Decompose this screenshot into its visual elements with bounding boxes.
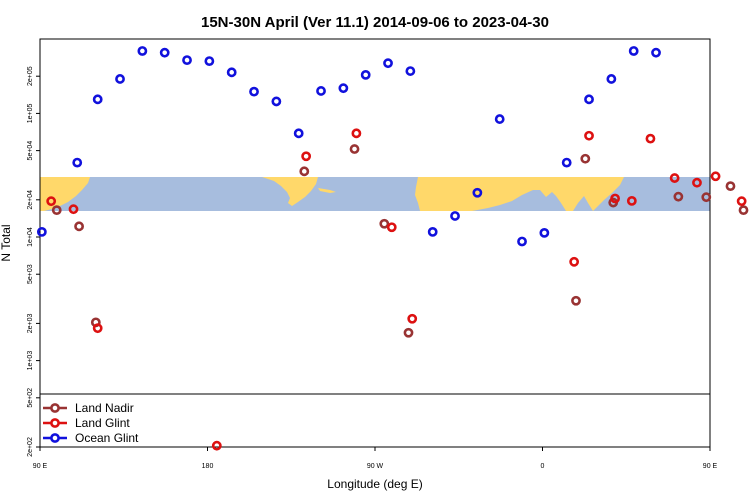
land-nadir-point bbox=[701, 192, 712, 203]
ocean-glint-point bbox=[405, 66, 416, 76]
map-land-asia-west bbox=[40, 177, 90, 211]
land-glint-point bbox=[46, 196, 57, 207]
map-land-mexico bbox=[262, 177, 318, 206]
y-tick-label: 5e+02 bbox=[27, 388, 34, 408]
land-nadir-point bbox=[571, 295, 581, 306]
ocean-glint-point bbox=[338, 83, 349, 94]
ocean-glint-point bbox=[159, 47, 170, 58]
ocean-glint-point bbox=[226, 67, 237, 78]
legend-label: Land Glint bbox=[75, 416, 130, 430]
land-glint-point bbox=[92, 323, 103, 334]
legend-entry-land-glint: Land Glint bbox=[43, 416, 130, 430]
x-tick-label: 180 bbox=[202, 463, 214, 470]
map-land-africa-asia bbox=[415, 177, 624, 211]
land-glint-point bbox=[301, 151, 312, 162]
land-glint-point bbox=[710, 171, 721, 182]
y-tick-label: 5e+04 bbox=[27, 141, 34, 161]
land-glint-point bbox=[68, 204, 79, 215]
world-map-strip bbox=[40, 177, 710, 211]
land-glint-point bbox=[351, 128, 362, 139]
y-tick-label: 5e+03 bbox=[27, 264, 34, 284]
land-glint-point bbox=[692, 177, 702, 188]
ocean-glint-point bbox=[316, 86, 326, 96]
legend-marker bbox=[50, 433, 60, 443]
legend-label: Land Nadir bbox=[75, 401, 134, 415]
plot-area bbox=[39, 38, 711, 448]
land-nadir-point bbox=[74, 221, 84, 232]
y-axis-label: N Total bbox=[0, 224, 13, 261]
series-land-glint bbox=[46, 128, 747, 451]
land-glint-point bbox=[626, 195, 637, 206]
land-glint-point bbox=[407, 313, 418, 324]
y-tick-label: 2e+02 bbox=[27, 437, 34, 457]
legend-marker bbox=[50, 418, 60, 428]
y-tick-label: 1e+05 bbox=[27, 103, 34, 123]
land-glint-point bbox=[645, 133, 656, 144]
ocean-glint-point bbox=[606, 74, 617, 84]
y-tick-label: 2e+03 bbox=[27, 313, 34, 333]
chart-title: 15N-30N April (Ver 11.1) 2014-09-06 to 2… bbox=[201, 14, 549, 31]
plot-background bbox=[40, 39, 710, 447]
ocean-glint-point bbox=[539, 227, 550, 238]
x-tick-label: 90 E bbox=[703, 463, 718, 470]
ocean-glint-point bbox=[450, 211, 460, 221]
x-axis-label: Longitude (deg E) bbox=[327, 477, 422, 491]
land-nadir-point bbox=[725, 181, 736, 192]
ocean-glint-point bbox=[92, 94, 103, 105]
x-tick-label: 0 bbox=[541, 463, 545, 470]
ocean-glint-point bbox=[517, 236, 527, 247]
land-nadir-point bbox=[379, 218, 390, 229]
y-tick-label: 2e+05 bbox=[27, 66, 34, 86]
ocean-glint-point bbox=[584, 94, 594, 105]
ocean-glint-point bbox=[72, 157, 83, 168]
ocean-glint-point bbox=[249, 86, 259, 97]
ocean-glint-point bbox=[271, 96, 282, 107]
legend-entry-land-nadir: Land Nadir bbox=[43, 401, 134, 415]
land-nadir-point bbox=[403, 327, 414, 338]
y-axis: 2e+02 5e+02 1e+03 2e+03 5e+03 1e+04 2e+04 5e+04… bbox=[27, 66, 40, 457]
land-glint-point bbox=[736, 196, 747, 207]
ocean-glint-point bbox=[360, 69, 371, 80]
ocean-glint-point bbox=[651, 47, 661, 58]
ocean-glint-point bbox=[182, 55, 192, 65]
land-glint-point bbox=[584, 130, 594, 141]
land-nadir-point bbox=[299, 166, 310, 177]
land-glint-point bbox=[569, 256, 580, 267]
data-points bbox=[36, 46, 749, 451]
legend-marker bbox=[50, 403, 60, 413]
ocean-glint-point bbox=[293, 128, 304, 139]
land-glint-point bbox=[211, 440, 222, 451]
ocean-glint-point bbox=[137, 46, 148, 56]
y-tick-label: 1e+03 bbox=[27, 351, 34, 371]
ocean-glint-point bbox=[561, 157, 572, 168]
land-nadir-point bbox=[51, 205, 62, 216]
y-tick-label: 2e+04 bbox=[27, 190, 34, 210]
land-glint-point bbox=[610, 193, 620, 204]
land-nadir-point bbox=[349, 144, 360, 154]
land-glint-point bbox=[386, 222, 397, 233]
ocean-glint-point bbox=[204, 56, 215, 67]
ocean-glint-point bbox=[494, 114, 505, 124]
ocean-glint-point bbox=[383, 58, 393, 69]
ocean-glint-point bbox=[36, 226, 47, 237]
map-land-cuba bbox=[318, 188, 336, 193]
y-tick-label: 1e+04 bbox=[27, 227, 34, 247]
x-tick-label: 90 W bbox=[367, 463, 384, 470]
x-axis: 90 E 180 90 W 0 90 E bbox=[33, 447, 718, 470]
legend-label: Ocean Glint bbox=[75, 431, 139, 445]
land-nadir-point bbox=[580, 153, 591, 164]
ocean-glint-point bbox=[472, 187, 483, 198]
series-ocean-glint bbox=[36, 46, 661, 247]
x-tick-label: 90 E bbox=[33, 463, 48, 470]
ocean-glint-point bbox=[628, 46, 639, 56]
land-nadir-point bbox=[738, 205, 749, 216]
ocean-glint-point bbox=[427, 226, 438, 237]
ocean-glint-point bbox=[115, 74, 125, 84]
land-nadir-point bbox=[673, 191, 684, 202]
land-glint-point bbox=[669, 173, 680, 183]
legend-entry-ocean-glint: Ocean Glint bbox=[43, 431, 139, 445]
